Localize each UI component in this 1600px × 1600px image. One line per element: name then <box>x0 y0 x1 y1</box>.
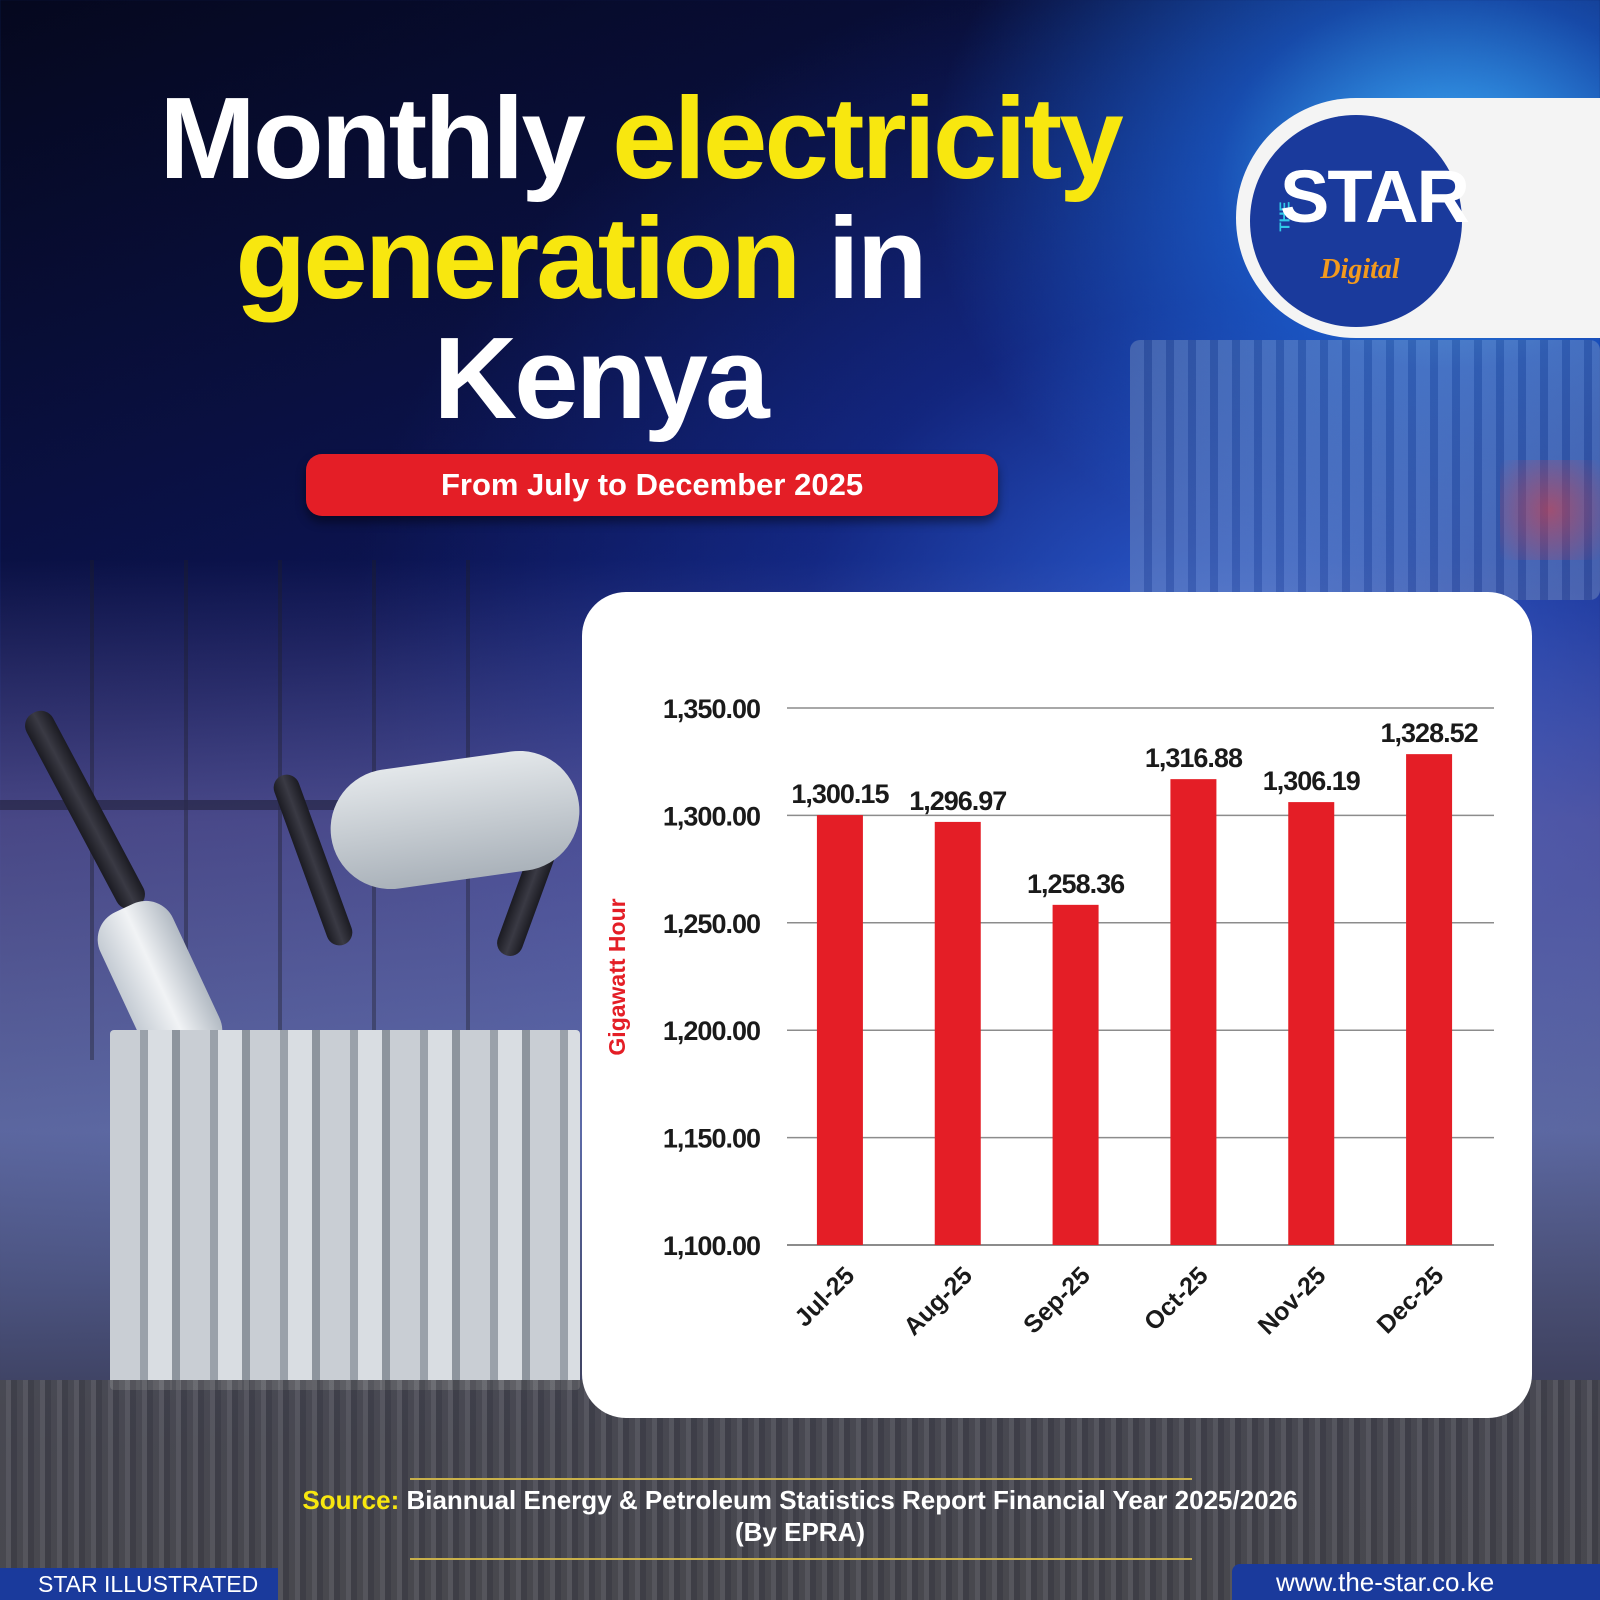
background-red-glow <box>1500 460 1600 560</box>
bar <box>816 815 863 1245</box>
background-transformer <box>110 1030 580 1390</box>
website-link[interactable]: www.the-star.co.ke <box>1232 1564 1600 1600</box>
data-label: 1,300.15 <box>791 779 889 809</box>
star-illustrated-tag: STAR ILLUSTRATED <box>0 1568 278 1600</box>
x-tick-label: Nov-25 <box>1253 1261 1332 1340</box>
y-axis-title: Gigawatt Hour <box>604 898 630 1055</box>
star-logo <box>1250 115 1462 327</box>
source-top-rule <box>410 1478 1192 1480</box>
data-label: 1,258.36 <box>1027 869 1125 899</box>
bar <box>1288 802 1335 1245</box>
data-label: 1,328.52 <box>1381 718 1478 748</box>
y-tick-label: 1,100.00 <box>663 1231 760 1261</box>
title-white-part: Kenya <box>433 313 769 443</box>
source-note: Source: Biannual Energy & Petroleum Stat… <box>300 1484 1300 1548</box>
logo-star-text: STAR <box>1280 155 1470 238</box>
title-highlight-part: electricity <box>612 73 1124 203</box>
data-label: 1,296.97 <box>909 786 1006 816</box>
bar <box>1406 754 1453 1245</box>
bar <box>1170 779 1217 1245</box>
source-text: Biannual Energy & Petroleum Statistics R… <box>399 1485 1298 1547</box>
subtitle-banner: From July to December 2025 <box>306 454 998 516</box>
logo-digital-text: Digital <box>1320 254 1400 285</box>
x-tick-label: Sep-25 <box>1018 1261 1096 1339</box>
page-title-line-3: Kenya <box>0 320 1240 436</box>
x-tick-label: Jul-25 <box>789 1261 860 1332</box>
y-tick-label: 1,200.00 <box>663 1016 760 1046</box>
bar-chart: 1,100.00 1,150.00 1,200.00 1,250.00 1,300.00… <box>604 694 1494 1341</box>
page-title-line-1: Monthly electricity <box>0 80 1280 196</box>
bar <box>1052 904 1099 1245</box>
x-tick-label: Oct-25 <box>1139 1261 1214 1336</box>
x-tick-label: Dec-25 <box>1372 1261 1450 1339</box>
x-tick-label: Aug-25 <box>898 1261 978 1341</box>
y-tick-label: 1,300.00 <box>663 801 760 831</box>
data-label: 1,306.19 <box>1263 766 1361 796</box>
title-white-part: Monthly <box>159 73 613 203</box>
title-highlight-part: generation <box>235 193 801 323</box>
y-tick-label: 1,150.00 <box>663 1124 760 1154</box>
y-tick-label: 1,350.00 <box>663 694 760 724</box>
title-white-part: in <box>798 193 928 323</box>
page-title-line-2: generation in <box>0 200 1220 316</box>
y-tick-label: 1,250.00 <box>663 909 760 939</box>
bar <box>934 821 981 1245</box>
source-bottom-rule <box>410 1558 1192 1560</box>
data-label: 1,316.88 <box>1145 743 1243 773</box>
source-label: Source: <box>302 1485 400 1515</box>
